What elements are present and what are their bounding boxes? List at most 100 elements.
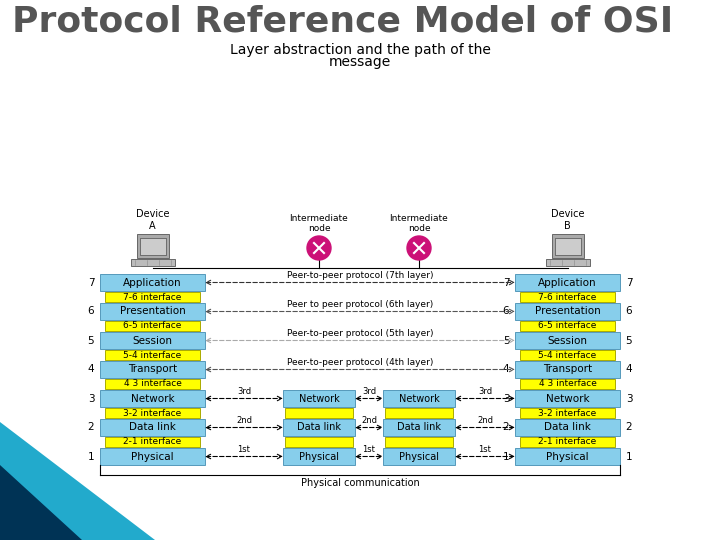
Text: 2-1 interface: 2-1 interface xyxy=(539,437,597,447)
Text: Physical: Physical xyxy=(546,451,589,462)
FancyBboxPatch shape xyxy=(520,321,615,331)
FancyBboxPatch shape xyxy=(105,408,200,418)
Text: Intermediate
node: Intermediate node xyxy=(390,214,449,233)
Text: 2: 2 xyxy=(88,422,94,433)
Text: Session: Session xyxy=(132,335,173,346)
FancyBboxPatch shape xyxy=(100,419,205,436)
FancyBboxPatch shape xyxy=(100,303,205,320)
FancyBboxPatch shape xyxy=(137,234,168,258)
Text: Physical: Physical xyxy=(399,451,439,462)
Text: 3rd: 3rd xyxy=(237,387,251,396)
Text: Data link: Data link xyxy=(544,422,591,433)
FancyBboxPatch shape xyxy=(383,448,455,465)
Text: Presentation: Presentation xyxy=(120,307,185,316)
Text: 3: 3 xyxy=(503,394,509,403)
Text: 3: 3 xyxy=(626,394,632,403)
FancyBboxPatch shape xyxy=(105,321,200,331)
Text: Peer-to-peer protocol (5th layer): Peer-to-peer protocol (5th layer) xyxy=(287,329,433,338)
FancyBboxPatch shape xyxy=(105,437,200,447)
Text: 6-5 interface: 6-5 interface xyxy=(123,321,181,330)
Text: 2nd: 2nd xyxy=(477,416,493,425)
Polygon shape xyxy=(0,465,82,540)
Text: 7-6 interface: 7-6 interface xyxy=(123,293,181,301)
Text: Network: Network xyxy=(299,394,339,403)
Text: 2: 2 xyxy=(626,422,632,433)
Text: 6: 6 xyxy=(626,307,632,316)
Text: 4: 4 xyxy=(503,364,509,375)
Text: 3rd: 3rd xyxy=(362,387,376,396)
FancyBboxPatch shape xyxy=(283,419,355,436)
Text: 2-1 interface: 2-1 interface xyxy=(123,437,181,447)
Text: 1st: 1st xyxy=(363,445,375,454)
Text: 5: 5 xyxy=(626,335,632,346)
FancyBboxPatch shape xyxy=(520,408,615,418)
FancyBboxPatch shape xyxy=(100,332,205,349)
Text: 6: 6 xyxy=(503,307,509,316)
Text: Data link: Data link xyxy=(397,422,441,433)
Text: 2nd: 2nd xyxy=(361,416,377,425)
FancyBboxPatch shape xyxy=(515,390,620,407)
Circle shape xyxy=(307,236,331,260)
FancyBboxPatch shape xyxy=(140,238,166,255)
Text: 3-2 interface: 3-2 interface xyxy=(539,408,597,417)
FancyBboxPatch shape xyxy=(100,390,205,407)
Text: Transport: Transport xyxy=(128,364,177,375)
Text: 1: 1 xyxy=(503,451,509,462)
Text: 2nd: 2nd xyxy=(236,416,252,425)
FancyBboxPatch shape xyxy=(105,350,200,360)
Text: 5-4 interface: 5-4 interface xyxy=(123,350,181,360)
Text: 3rd: 3rd xyxy=(478,387,492,396)
Text: Data link: Data link xyxy=(129,422,176,433)
Text: Physical communication: Physical communication xyxy=(301,478,419,488)
FancyBboxPatch shape xyxy=(515,332,620,349)
Text: Network: Network xyxy=(546,394,589,403)
Text: message: message xyxy=(329,55,391,69)
Text: Session: Session xyxy=(547,335,588,346)
FancyBboxPatch shape xyxy=(515,303,620,320)
FancyBboxPatch shape xyxy=(515,419,620,436)
FancyBboxPatch shape xyxy=(285,437,353,447)
FancyBboxPatch shape xyxy=(520,379,615,389)
FancyBboxPatch shape xyxy=(130,259,174,266)
Text: Physical: Physical xyxy=(299,451,339,462)
Text: Network: Network xyxy=(399,394,439,403)
Text: 6: 6 xyxy=(88,307,94,316)
Text: 3-2 interface: 3-2 interface xyxy=(123,408,181,417)
Text: 7-6 interface: 7-6 interface xyxy=(539,293,597,301)
FancyBboxPatch shape xyxy=(385,437,453,447)
FancyBboxPatch shape xyxy=(515,448,620,465)
FancyBboxPatch shape xyxy=(552,234,583,258)
FancyBboxPatch shape xyxy=(383,390,455,407)
FancyBboxPatch shape xyxy=(105,379,200,389)
Text: 1st: 1st xyxy=(238,445,251,454)
Text: 2: 2 xyxy=(503,422,509,433)
FancyBboxPatch shape xyxy=(520,292,615,302)
Text: Application: Application xyxy=(538,278,597,287)
FancyBboxPatch shape xyxy=(520,350,615,360)
Text: Physical: Physical xyxy=(131,451,174,462)
Text: Network: Network xyxy=(131,394,174,403)
Text: 4 3 interface: 4 3 interface xyxy=(124,380,181,388)
Text: 3: 3 xyxy=(88,394,94,403)
Text: Peer-to-peer protocol (7th layer): Peer-to-peer protocol (7th layer) xyxy=(287,271,433,280)
Text: 7: 7 xyxy=(503,278,509,287)
Text: 5: 5 xyxy=(88,335,94,346)
FancyBboxPatch shape xyxy=(546,259,590,266)
Text: 7: 7 xyxy=(626,278,632,287)
Text: Protocol Reference Model of OSI: Protocol Reference Model of OSI xyxy=(12,5,673,39)
Text: Presentation: Presentation xyxy=(535,307,600,316)
FancyBboxPatch shape xyxy=(520,437,615,447)
FancyBboxPatch shape xyxy=(105,292,200,302)
Text: 4 3 interface: 4 3 interface xyxy=(539,380,596,388)
FancyBboxPatch shape xyxy=(385,408,453,418)
Text: Data link: Data link xyxy=(297,422,341,433)
Text: Peer to peer protocol (6th layer): Peer to peer protocol (6th layer) xyxy=(287,300,433,309)
Text: Layer abstraction and the path of the: Layer abstraction and the path of the xyxy=(230,43,490,57)
FancyBboxPatch shape xyxy=(283,448,355,465)
Text: Peer-to-peer protocol (4th layer): Peer-to-peer protocol (4th layer) xyxy=(287,358,433,367)
FancyBboxPatch shape xyxy=(515,274,620,291)
Text: 6-5 interface: 6-5 interface xyxy=(539,321,597,330)
FancyBboxPatch shape xyxy=(283,390,355,407)
Text: 1: 1 xyxy=(88,451,94,462)
Text: 4: 4 xyxy=(626,364,632,375)
